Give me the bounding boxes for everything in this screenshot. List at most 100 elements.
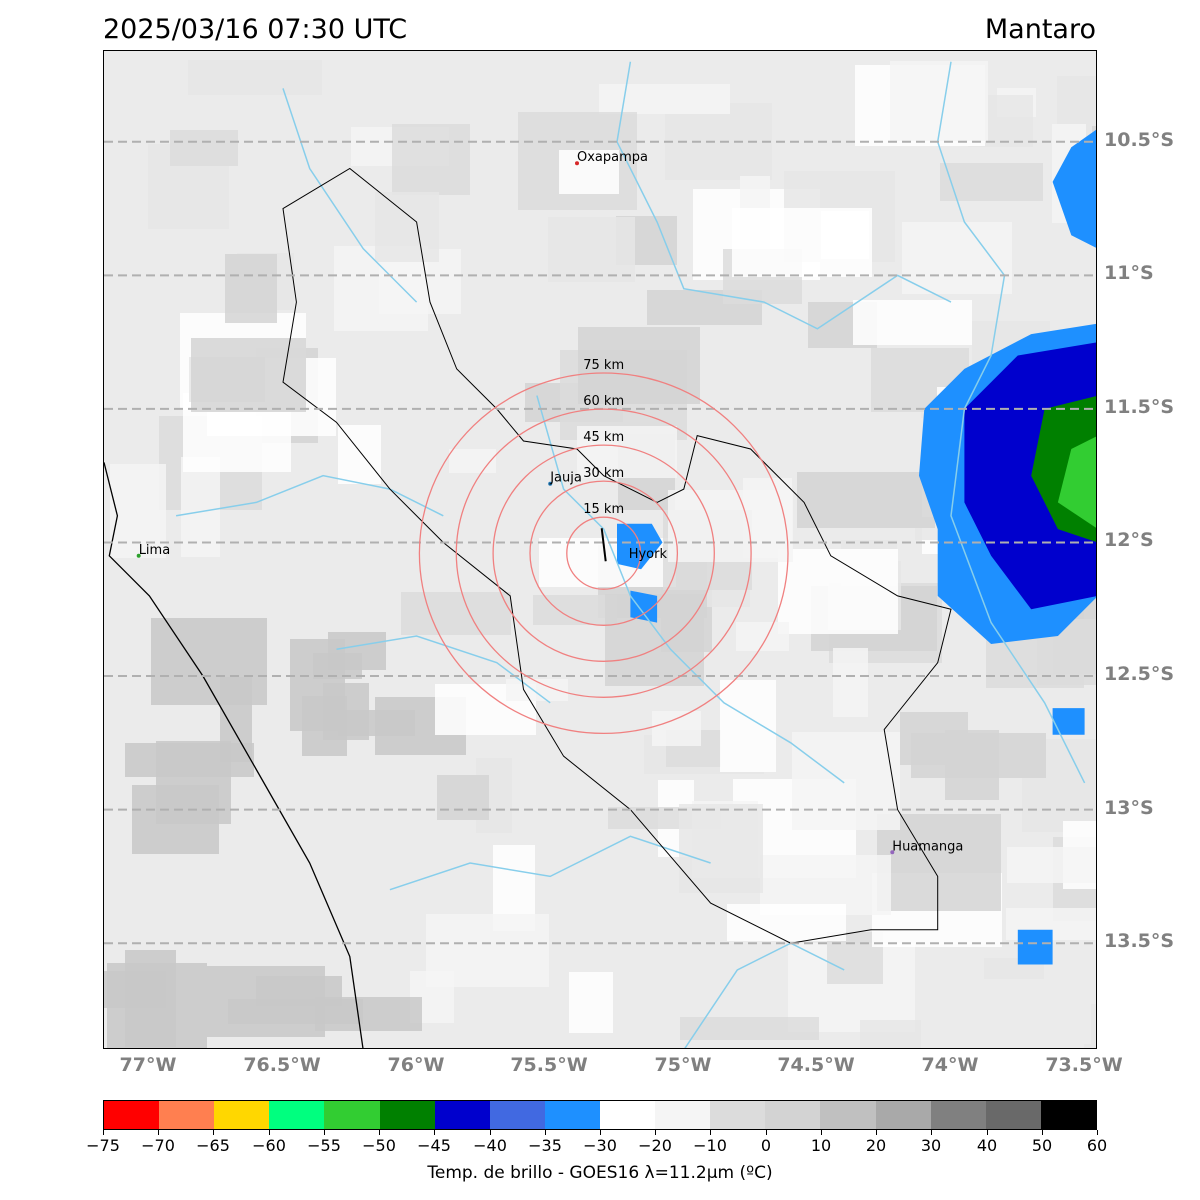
- colorbar-tick-label: −60: [252, 1136, 286, 1155]
- cloud-texture-patch: [940, 163, 1043, 201]
- cloud-texture-patch: [778, 549, 898, 634]
- colorbar-swatch: [159, 1101, 215, 1129]
- latitude-label: 13.5°S: [1104, 930, 1175, 952]
- cloud-texture-patch: [945, 730, 999, 800]
- radar-marker: [600, 528, 607, 562]
- longitude-label: 74°W: [921, 1054, 979, 1076]
- cloud-texture-patch: [578, 327, 700, 404]
- river: [684, 942, 845, 1048]
- cloud-texture-patch: [225, 254, 277, 323]
- colorbar-tick-mark: [931, 1130, 932, 1135]
- city-marker: [548, 481, 553, 486]
- colorbar-tick-label: 40: [976, 1136, 998, 1155]
- colorbar-swatch: [379, 1101, 435, 1129]
- colorbar-tick-label: 30: [920, 1136, 942, 1155]
- colorbar-tick-mark: [490, 1130, 491, 1135]
- range-ring-label: 75 km: [583, 358, 624, 373]
- colorbar-swatch: [1040, 1101, 1096, 1129]
- colorbar-swatch: [489, 1101, 545, 1129]
- cloud-texture-patch: [1084, 1044, 1096, 1048]
- colorbar-tick-label: −45: [417, 1136, 451, 1155]
- range-ring: [492, 444, 715, 662]
- colorbar-tick-label: −70: [141, 1136, 175, 1155]
- cloud-cell-southeast: [1017, 929, 1053, 965]
- cloud-texture-patch: [559, 150, 619, 194]
- city-marker: [890, 850, 895, 855]
- range-ring: [455, 408, 752, 698]
- colorbar-swatch: [765, 1101, 821, 1129]
- colorbar-tick-mark: [821, 1130, 822, 1135]
- cloud-texture-patch: [577, 426, 677, 478]
- cloud-cell-east-small: [1052, 708, 1085, 735]
- cloud-texture-patch: [392, 124, 470, 195]
- colorbar-tick-mark: [158, 1130, 159, 1135]
- longitude-label: 75°W: [654, 1054, 712, 1076]
- colorbar-tick-mark: [766, 1130, 767, 1135]
- temperature-colorbar: [103, 1100, 1097, 1130]
- cloud-texture-patch: [437, 775, 489, 820]
- colorbar-swatch: [544, 1101, 600, 1129]
- colorbar-swatch: [214, 1101, 270, 1129]
- colorbar-tick-mark: [434, 1130, 435, 1135]
- cloud-texture-patch: [668, 490, 793, 562]
- radar-site-label: Hyork: [629, 547, 668, 562]
- cloud-cell-south: [630, 590, 658, 623]
- longitude-label: 76.5°W: [243, 1054, 321, 1076]
- latitude-label: 12.5°S: [1104, 663, 1175, 685]
- cloud-texture-patch: [727, 904, 846, 941]
- colorbar-tick-label: −20: [638, 1136, 672, 1155]
- river: [536, 395, 845, 784]
- cloud-texture-patch: [652, 711, 701, 746]
- range-ring: [566, 516, 642, 590]
- longitude-label: 77°W: [119, 1054, 177, 1076]
- latitude-label: 11.5°S: [1104, 396, 1175, 418]
- cloud-texture-patch: [797, 472, 935, 528]
- latitude-label: 12°S: [1104, 529, 1154, 551]
- colorbar-tick-label: −75: [86, 1136, 120, 1155]
- longitude-label: 73.5°W: [1045, 1054, 1123, 1076]
- city-label: Huamanga: [892, 839, 963, 854]
- longitude-label: 76°W: [387, 1054, 445, 1076]
- cloud-texture-patch: [548, 217, 635, 282]
- rivers: [175, 61, 1086, 1048]
- city-label: Jauja: [549, 471, 582, 486]
- map-timestamp: 2025/03/16 07:30 UTC: [103, 14, 408, 45]
- colorbar-tick-mark: [876, 1130, 877, 1135]
- colorbar-swatch: [324, 1101, 380, 1129]
- range-ring-label: 30 km: [583, 466, 624, 481]
- colorbar-swatch: [875, 1101, 931, 1129]
- colorbar-tick-mark: [379, 1130, 380, 1135]
- colorbar-tick-mark: [655, 1130, 656, 1135]
- colorbar-tick-mark: [710, 1130, 711, 1135]
- cloud-texture-patch: [181, 457, 220, 557]
- cloud-texture-patch: [338, 425, 381, 484]
- cloud-texture-patch: [506, 679, 568, 701]
- cloud-texture-patch: [191, 338, 306, 412]
- colorbar-tick-label: −30: [583, 1136, 617, 1155]
- cloud-texture-patch: [228, 999, 363, 1024]
- colorbar-tick-label: 10: [810, 1136, 832, 1155]
- cloud-texture-patch: [151, 618, 267, 705]
- colorbar-tick-label: 50: [1031, 1136, 1053, 1155]
- cloud-texture-patch: [188, 60, 322, 95]
- river: [336, 635, 551, 704]
- cloud-texture-patch: [890, 61, 988, 141]
- cloud-texture-patch: [1091, 1004, 1096, 1044]
- cloud-texture-patch: [449, 449, 496, 473]
- colorbar-tick-mark: [1042, 1130, 1043, 1135]
- colorbar-swatch: [434, 1101, 490, 1129]
- colorbar-swatch: [710, 1101, 766, 1129]
- colorbar-swatch: [655, 1101, 711, 1129]
- cloud-texture-patch: [599, 84, 730, 114]
- cloud-texture-patch: [680, 1017, 819, 1040]
- cloud-texture-patch: [679, 804, 763, 893]
- cloud-texture-patch: [426, 914, 549, 987]
- city-label: Oxapampa: [577, 150, 648, 165]
- colorbar-tick-mark: [269, 1130, 270, 1135]
- cloud-texture-patch: [860, 1020, 921, 1048]
- colorbar-tick-label: 0: [760, 1136, 772, 1155]
- cloud-cell-northeast: [1052, 129, 1096, 248]
- longitude-label: 74.5°W: [777, 1054, 855, 1076]
- cloud-texture-patch: [877, 814, 1001, 911]
- colorbar-tick-label: −35: [528, 1136, 562, 1155]
